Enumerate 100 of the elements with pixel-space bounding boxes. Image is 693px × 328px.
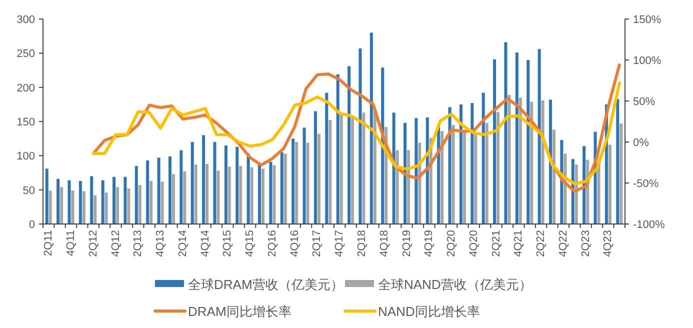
bar [348,66,351,224]
bar [306,142,310,224]
legend-label: 全球NAND营收（亿美元） [378,277,532,292]
bar [351,118,354,224]
bar [48,190,52,224]
y-tick-label: 200 [16,82,35,94]
bar [404,122,406,224]
bar [362,112,366,224]
bar [373,111,376,224]
bar [236,146,239,224]
bar [124,176,127,224]
x-tick-label: 4Q22 [557,230,570,257]
bar [526,60,530,224]
bar [45,168,48,224]
bar [317,134,320,224]
bar [485,122,488,224]
bar [462,132,466,224]
bar [104,192,108,224]
bar [127,188,130,224]
bar [78,180,82,224]
bar [246,154,250,224]
x-tick-label: 4Q17 [334,230,346,257]
bar [269,162,272,224]
bar [608,144,612,224]
bar [258,164,261,224]
bar [239,166,242,224]
bar [138,185,142,224]
y2-tick-label: 0% [633,137,650,149]
x-tick-label: 4Q16 [288,230,301,257]
bar [493,59,496,224]
x-tick-label: 2Q12 [87,230,100,257]
bar [340,113,343,224]
bar [452,124,455,224]
x-tick-label: 4Q15 [244,230,256,257]
bar [206,164,209,224]
bar [71,190,74,224]
bar [90,176,94,224]
bar [280,152,284,224]
bar [538,49,541,224]
bar [146,160,150,224]
bar [134,166,138,224]
bar [56,178,60,224]
bar [620,124,623,224]
bar [549,100,552,224]
y2-tick-label: 50% [633,96,656,108]
x-tick-label: 4Q13 [154,230,167,257]
bar [228,166,231,224]
bar [68,180,71,224]
bar [150,180,153,224]
bar [392,112,396,224]
x-tick-label: 2Q15 [222,230,234,257]
bar [101,180,104,224]
bar [180,150,183,224]
bar [295,142,298,224]
line-series [92,81,621,186]
bar [183,171,186,224]
bar [60,187,64,224]
x-tick-label: 2Q19 [400,230,413,257]
x-tick-label: 2Q14 [176,230,189,257]
bar [582,146,586,224]
legend-label: DRAM同比增长率 [188,304,292,319]
bar [508,94,511,224]
x-tick-label: 4Q21 [512,230,525,257]
bar [190,142,194,224]
bar [530,102,534,224]
bar [116,187,119,224]
x-tick-label: 2Q21 [490,230,502,257]
y2-tick-label: -50% [633,178,659,190]
bar [292,138,295,224]
bar [272,165,276,224]
bar [250,167,254,224]
legend-label: 全球DRAM营收（亿美元） [188,277,344,292]
bar [358,48,362,224]
x-tick-label: 4Q19 [423,230,436,257]
x-tick-label: 4Q14 [199,230,212,257]
bar [284,154,287,224]
bar [515,52,518,224]
y-tick-label: 100 [16,150,35,163]
y-tick-label: 300 [16,14,35,26]
x-tick-label: 2Q23 [580,230,592,257]
x-tick-label: 4Q18 [378,230,390,257]
y-tick-label: 0 [28,219,35,231]
bar [168,156,172,224]
bar [504,42,508,224]
x-tick-label: 4Q23 [602,230,614,257]
bar [302,128,306,224]
x-tick-label: 4Q20 [468,230,480,257]
bar [616,98,620,224]
y2-tick-label: -100% [633,219,666,231]
y-tick-label: 250 [16,48,35,60]
bar [426,117,429,224]
bar [470,103,474,224]
bar [160,182,164,224]
bar [82,191,86,224]
bar [94,195,97,224]
x-tick-label: 2Q20 [446,230,458,257]
bar [224,145,228,224]
legend-label: NAND同比增长率 [378,304,480,319]
x-tick-label: 2Q11 [42,230,55,256]
x-tick-label: 2Q22 [535,230,548,257]
